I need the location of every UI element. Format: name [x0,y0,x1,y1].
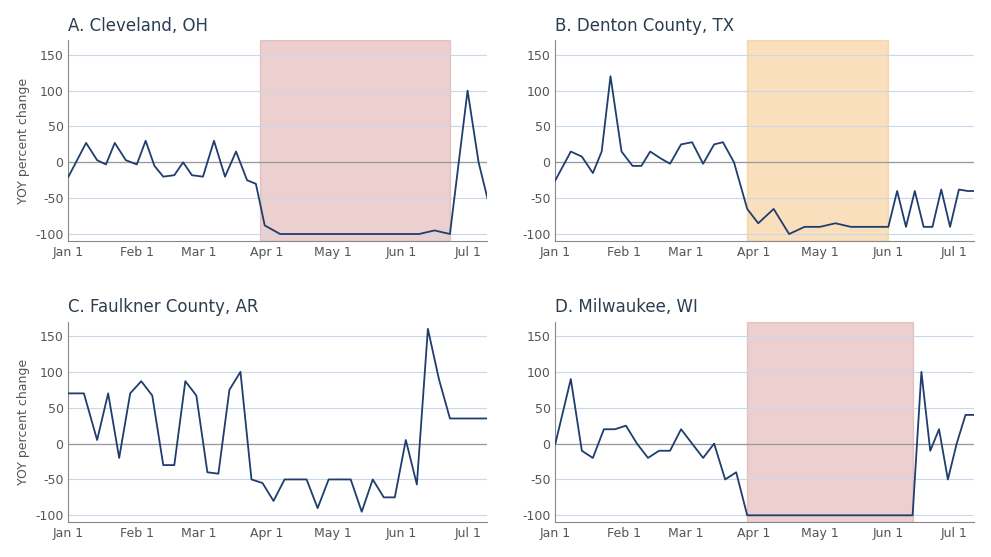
Y-axis label: YOY percent change: YOY percent change [17,78,30,204]
Text: C. Faulkner County, AR: C. Faulkner County, AR [68,298,259,316]
Text: A. Cleveland, OH: A. Cleveland, OH [68,17,208,35]
Bar [747,41,888,241]
Y-axis label: YOY percent change: YOY percent change [17,359,30,485]
Text: B. Denton County, TX: B. Denton County, TX [555,17,734,35]
Bar [261,41,450,241]
Text: D. Milwaukee, WI: D. Milwaukee, WI [555,298,699,316]
Bar [747,321,913,522]
